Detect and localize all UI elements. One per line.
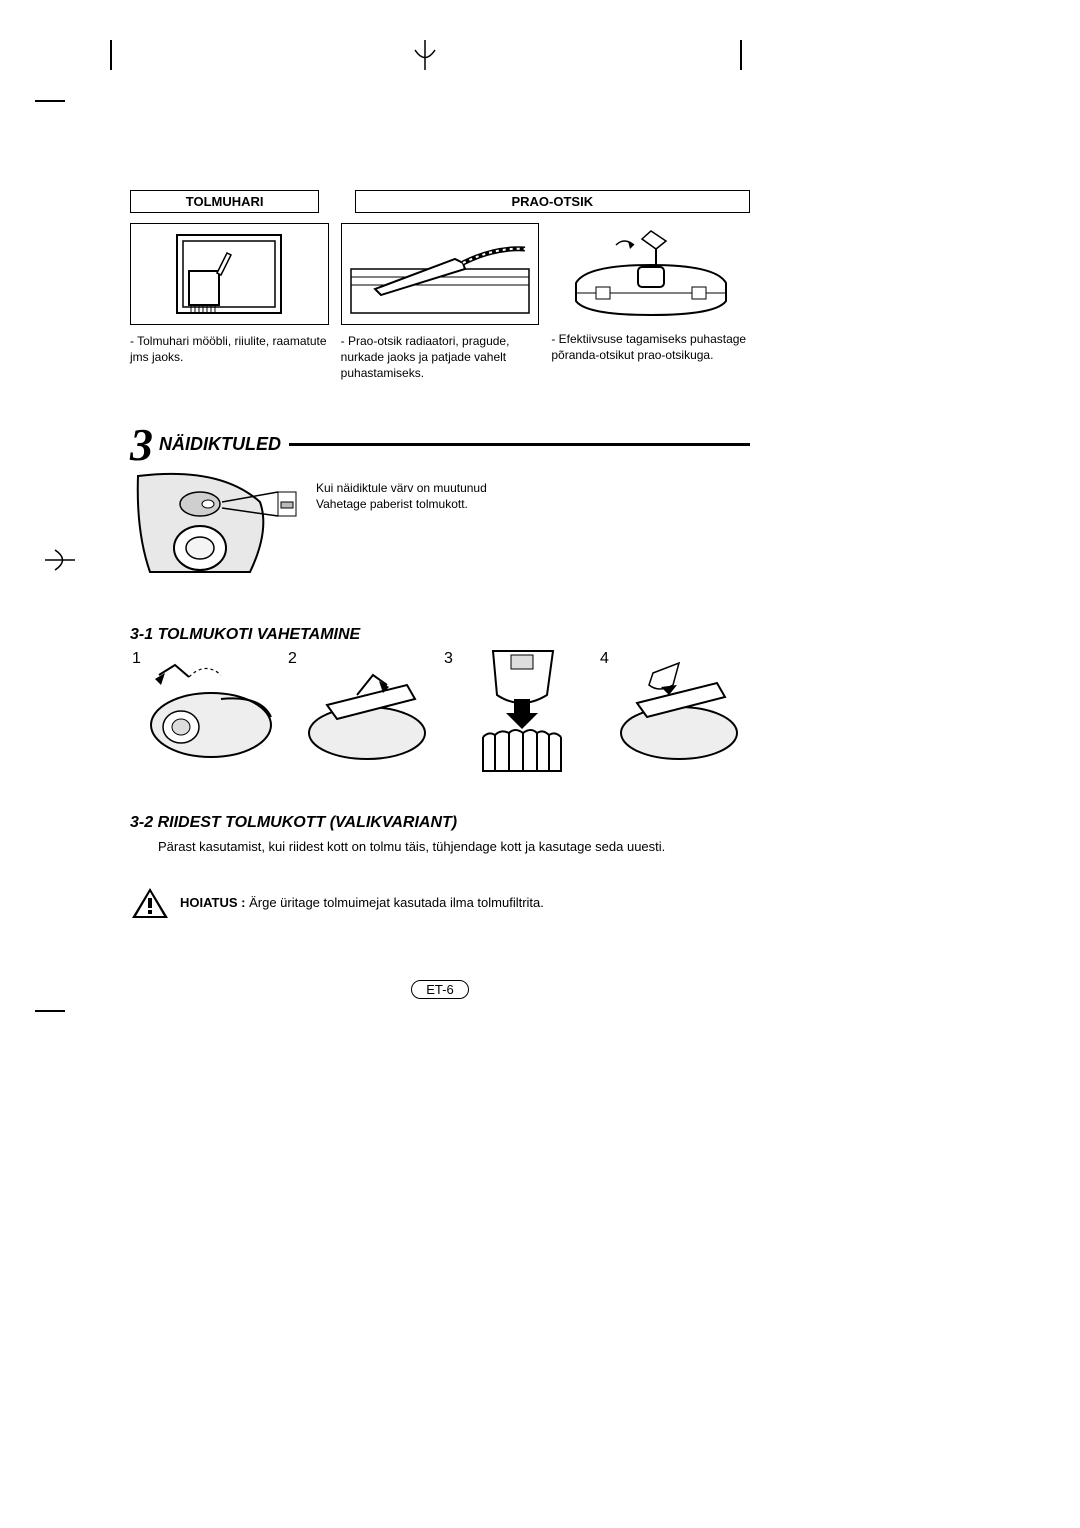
illustration-step-1 xyxy=(130,650,282,770)
indicator-text-1: Kui näidiktule värv on muutunud xyxy=(316,480,487,496)
section-rule xyxy=(289,443,750,446)
illustration-dust-brush xyxy=(130,223,329,325)
step-number-1: 1 xyxy=(132,650,141,668)
caption-crevice-tool: - Prao-otsik radiaatori, pragude, nurkad… xyxy=(341,333,540,382)
subsection-3-2-body: Pärast kasutamist, kui riidest kott on t… xyxy=(158,838,750,856)
tool-label-tolmuhari: TOLMUHARI xyxy=(130,190,319,213)
warning-icon xyxy=(130,886,170,920)
warning-text: Ärge üritage tolmuimejat kasutada ilma t… xyxy=(249,895,544,910)
illustration-floor-nozzle xyxy=(551,223,750,323)
subsection-3-1-title: 3-1 TOLMUKOTI VAHETAMINE xyxy=(130,626,750,644)
step-number-2: 2 xyxy=(288,650,297,668)
step-number-4: 4 xyxy=(600,650,609,668)
illustration-crevice-tool xyxy=(341,223,540,325)
illustration-step-2 xyxy=(286,650,438,770)
indicator-text-2: Vahetage paberist tolmukott. xyxy=(316,496,487,512)
subsection-3-2-title: 3-2 RIIDEST TOLMUKOTT (VALIKVARIANT) xyxy=(130,814,750,832)
tool-label-prao-otsik: PRAO-OTSIK xyxy=(355,190,750,213)
illustration-step-4 xyxy=(598,650,750,770)
crop-mark xyxy=(35,100,65,102)
crop-mark xyxy=(35,1010,65,1012)
registration-mark xyxy=(45,545,75,575)
section-title: NÄIDIKTULED xyxy=(159,434,281,455)
illustration-step-3 xyxy=(442,650,594,770)
illustration-indicator xyxy=(130,472,300,582)
page-number: ET-6 xyxy=(411,980,468,999)
warning-label: HOIATUS : xyxy=(180,895,249,910)
section-number: 3 xyxy=(130,422,153,468)
crop-mark xyxy=(110,40,112,70)
caption-dust-brush: - Tolmuhari mööbli, riiulite, raamatute … xyxy=(130,333,329,365)
crop-mark xyxy=(740,40,742,70)
step-number-3: 3 xyxy=(444,650,453,668)
caption-floor-nozzle: - Efektiivsuse tagamiseks puhastage põra… xyxy=(551,331,750,363)
registration-mark xyxy=(410,40,440,70)
